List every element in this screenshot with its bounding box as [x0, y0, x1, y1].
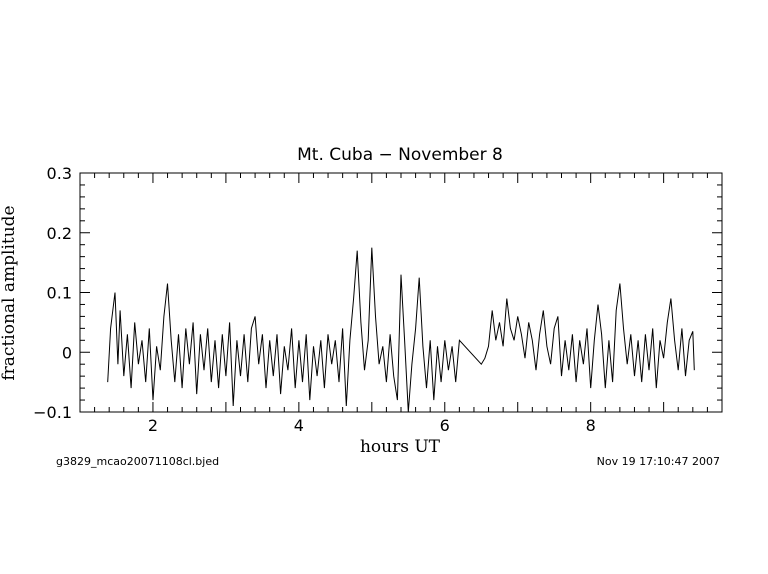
source-filename: g3829_mcao20071108cl.bjed [56, 455, 220, 468]
y-tick-label: 0 [62, 343, 72, 362]
y-tick-label: 0.1 [47, 284, 72, 303]
x-tick-label: 2 [148, 416, 158, 435]
y-tick-label: −0.1 [33, 403, 72, 422]
chart-title: Mt. Cuba − November 8 [297, 145, 503, 165]
x-axis-label: hours UT [360, 437, 441, 457]
axis-tick-labels: 2 4 6 8 −0.1 0 0.1 0.2 0.3 [33, 164, 596, 435]
axis-ticks [80, 172, 723, 413]
y-tick-label: 0.3 [47, 164, 72, 183]
x-tick-label: 6 [440, 416, 450, 435]
x-tick-label: 8 [586, 416, 596, 435]
y-axis-label: fractional amplitude [0, 205, 19, 380]
y-tick-label: 0.2 [47, 224, 72, 243]
generation-timestamp: Nov 19 17:10:47 2007 [596, 455, 720, 468]
series-line [107, 247, 695, 413]
x-tick-label: 4 [294, 416, 304, 435]
plot-frame [79, 172, 723, 413]
